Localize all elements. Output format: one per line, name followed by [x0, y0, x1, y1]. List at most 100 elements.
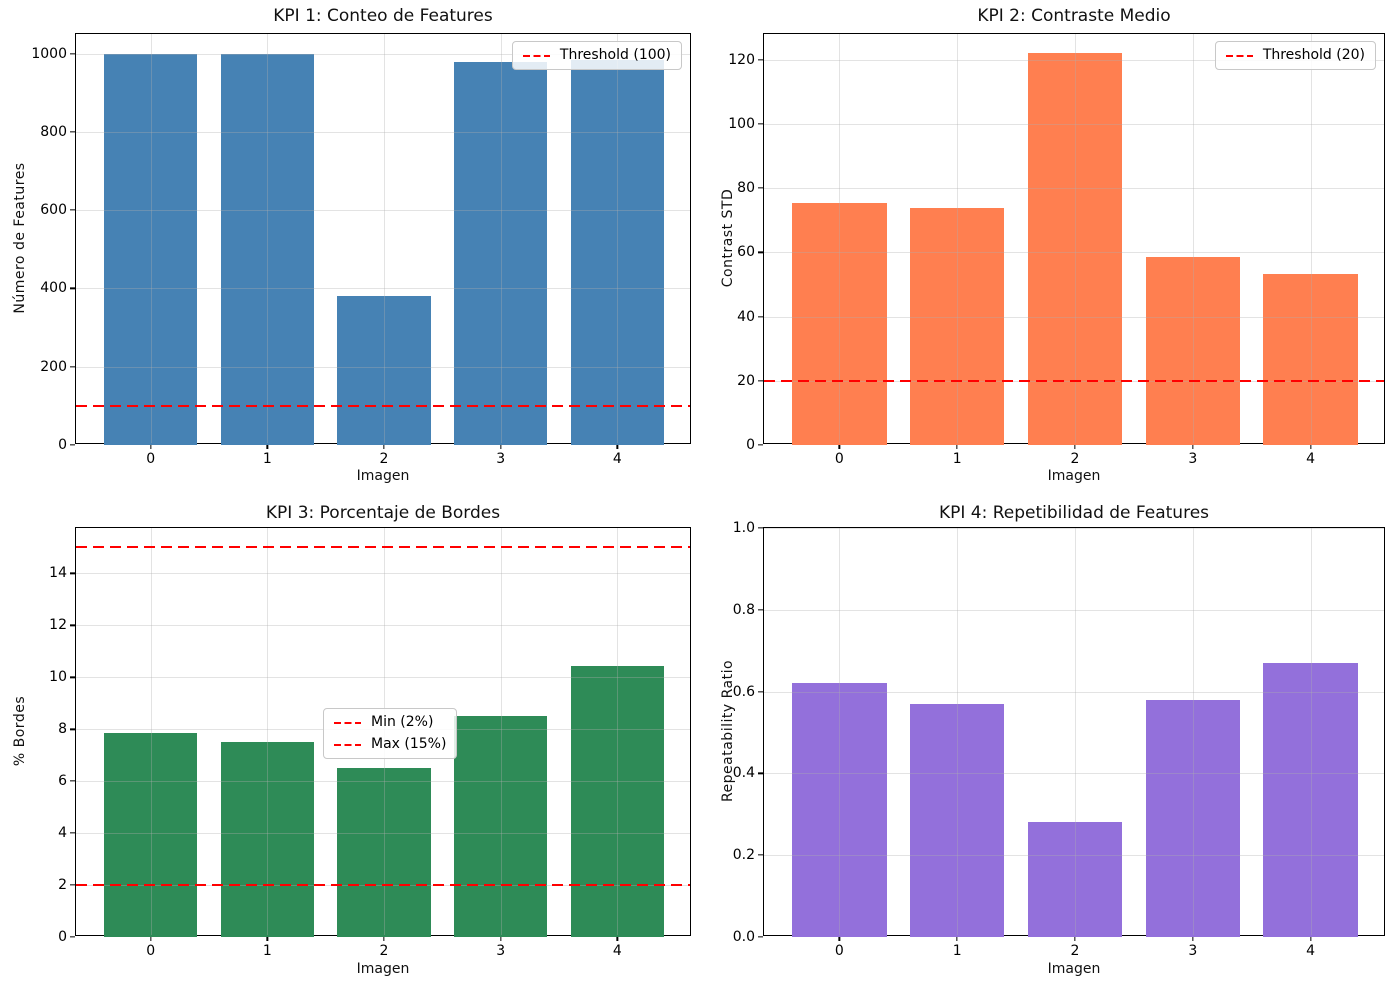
- gridline-vertical: [500, 34, 502, 443]
- y-tick-label: 0.4: [732, 765, 755, 782]
- x-tick-mark: [956, 444, 958, 449]
- y-tick-mark: [69, 572, 75, 575]
- chart-title: KPI 4: Repetibilidad de Features: [938, 503, 1210, 523]
- gridline-vertical: [384, 34, 385, 443]
- gridline-horizontal: [764, 691, 1384, 693]
- x-tick-label: 2: [1070, 451, 1080, 467]
- x-tick-label: 2: [1070, 943, 1080, 959]
- x-tick-label: 0: [146, 451, 156, 467]
- gridline-vertical: [267, 528, 269, 935]
- gridline-horizontal: [764, 123, 1384, 125]
- x-tick-label: 4: [1306, 943, 1316, 959]
- chart-kpi-1-feature-count: KPI 1: Conteo de Features Número de Feat…: [0, 0, 694, 495]
- gridline-vertical: [1310, 34, 1312, 443]
- x-tick-label: 0: [834, 451, 844, 467]
- legend-entry: Threshold (100): [522, 47, 671, 64]
- gridline-horizontal: [76, 210, 690, 212]
- gridline-horizontal: [76, 366, 690, 368]
- y-tick-mark: [757, 187, 763, 189]
- x-tick-mark: [1192, 444, 1194, 449]
- gridline-vertical: [1075, 34, 1076, 443]
- bar-imagen-0: [104, 733, 198, 937]
- y-tick-mark: [69, 936, 75, 938]
- bar-imagen-0: [792, 202, 887, 445]
- gridline-horizontal: [764, 528, 1384, 529]
- bar-imagen-2: [1027, 822, 1123, 937]
- y-tick-label: 0: [58, 437, 67, 453]
- gridline-horizontal: [764, 316, 1384, 318]
- gridline-horizontal: [76, 781, 690, 783]
- gridline-vertical: [150, 34, 152, 443]
- y-tick-label: 200: [40, 358, 67, 375]
- legend-label: Min (2%): [371, 714, 434, 730]
- legend-label: Threshold (100): [559, 47, 671, 63]
- x-tick-label: 2: [379, 451, 389, 467]
- bar-imagen-1: [220, 741, 314, 937]
- y-tick-mark: [69, 832, 75, 834]
- y-tick-label: 1000: [31, 45, 67, 62]
- legend-label: Threshold (20): [1262, 47, 1365, 63]
- chart-kpi-4-feature-repeatability: KPI 4: Repetibilidad de Features Repeata…: [695, 495, 1389, 990]
- x-tick-label: 4: [612, 451, 622, 467]
- y-tick-mark: [69, 728, 75, 730]
- y-tick-label: 20: [737, 372, 755, 389]
- x-tick-mark: [956, 936, 958, 941]
- y-tick-label: 0.8: [732, 601, 755, 618]
- y-tick-mark: [757, 59, 763, 61]
- x-tick-label: 1: [952, 451, 962, 467]
- y-tick-label: 40: [737, 308, 755, 325]
- bar-imagen-2: [1027, 52, 1123, 445]
- y-axis-label: Contrast STD: [720, 188, 736, 288]
- y-tick-label: 60: [737, 244, 755, 261]
- bar-imagen-2: [337, 767, 431, 937]
- dashed-line-icon: [334, 721, 361, 724]
- x-tick-label: 1: [952, 943, 962, 959]
- y-tick-mark: [757, 609, 763, 611]
- x-tick-mark: [383, 936, 385, 941]
- gridline-horizontal: [76, 625, 690, 627]
- plot-area: 0 200 400 600 800 1000 0 1 2 3 4 Threshold (100): [31, 33, 691, 466]
- gridline-vertical: [839, 528, 841, 935]
- y-tick-label: 400: [40, 280, 67, 297]
- gridline-horizontal: [764, 59, 1384, 61]
- x-tick-label: 2: [379, 943, 389, 959]
- x-tick-label: 3: [496, 451, 506, 467]
- x-tick-label: 3: [496, 943, 506, 959]
- bar-imagen-1: [220, 53, 314, 445]
- legend-box: Min (2%) Max (15%): [323, 708, 458, 759]
- y-tick-mark: [757, 936, 763, 938]
- x-tick-label: 1: [262, 943, 272, 959]
- y-tick-mark: [757, 690, 763, 693]
- x-tick-label: 1: [262, 451, 272, 467]
- x-tick-mark: [383, 444, 385, 449]
- y-tick-mark: [757, 772, 763, 775]
- y-tick-label: 800: [40, 123, 67, 140]
- gridline-horizontal: [764, 609, 1384, 611]
- x-tick-mark: [838, 936, 841, 941]
- dashed-line-icon: [334, 743, 361, 746]
- gridline-vertical: [150, 528, 152, 935]
- y-tick-label: 80: [737, 180, 755, 197]
- dashed-line-icon: [1225, 54, 1253, 57]
- x-tick-mark: [1074, 444, 1076, 449]
- dashed-line-icon: [522, 54, 550, 57]
- bar-imagen-0: [104, 53, 198, 445]
- x-tick-label: 4: [1306, 451, 1316, 467]
- y-tick-mark: [757, 444, 763, 446]
- x-tick-label: 0: [834, 943, 844, 959]
- bar-imagen-4: [570, 60, 664, 445]
- plot-area: 0.0 0.2 0.4 0.6 0.8 1.0 0 1 2 3 4: [733, 521, 1385, 958]
- y-tick-label: 6: [58, 773, 67, 790]
- bar-imagen-0: [792, 683, 887, 937]
- legend-box: Threshold (20): [1214, 41, 1376, 70]
- legend-entry: Min (2%): [334, 714, 446, 731]
- y-tick-label: 0: [58, 929, 67, 945]
- y-tick-mark: [69, 209, 75, 211]
- plot-area: 0 2 4 6 8 10 12 14 0 1 2 3 4 Min (2%) Max (15%): [49, 527, 691, 958]
- gridline-vertical: [1075, 528, 1076, 935]
- y-tick-mark: [69, 52, 75, 55]
- y-tick-mark: [69, 780, 75, 782]
- y-tick-label: 600: [40, 202, 67, 219]
- gridline-vertical: [1192, 34, 1194, 443]
- gridline-vertical: [617, 34, 619, 443]
